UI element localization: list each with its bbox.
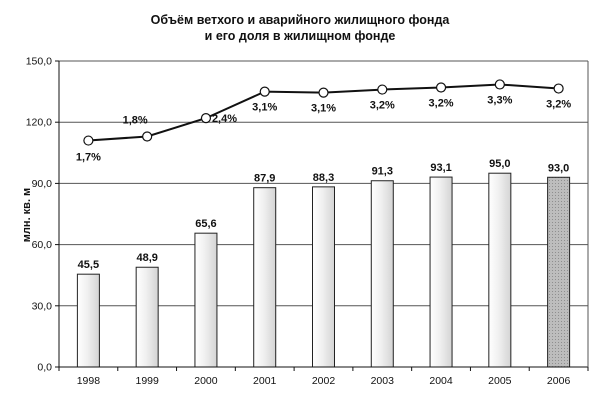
bar (547, 176, 571, 368)
x-tick-label: 2001 (253, 375, 277, 387)
y-tick-label: 120,0 (26, 117, 52, 129)
share-marker (83, 135, 94, 146)
bar (194, 232, 218, 368)
share-value-label: 3,2% (429, 98, 454, 110)
chart-title: Объём ветхого и аварийного жилищного фон… (0, 12, 600, 44)
x-tick-label: 1998 (77, 375, 101, 387)
share-value-label: 2,4% (212, 113, 237, 125)
x-tick-label: 2004 (429, 375, 453, 387)
share-marker (435, 82, 447, 93)
bar-value-label: 91,3 (372, 166, 393, 178)
share-value-label: 3,3% (487, 94, 512, 106)
bar-value-label: 93,1 (430, 162, 451, 174)
y-tick-label: 30,0 (32, 300, 53, 312)
y-tick-label: 150,0 (26, 56, 52, 68)
share-value-label: 1,7% (76, 152, 101, 164)
bar-value-label: 87,9 (254, 173, 275, 185)
share-marker (553, 83, 564, 94)
chart-title-line-1: Объём ветхого и аварийного жилищного фон… (150, 13, 450, 27)
y-tick-label: 60,0 (32, 239, 53, 251)
bar-layer: 45,5 48,9 65,6 87,9 88,3 91,3 93,1 95,0 93,0 (76, 158, 571, 368)
bar-value-label: 65,6 (195, 218, 216, 230)
bar (135, 266, 159, 368)
bar (312, 186, 335, 368)
bar (488, 172, 512, 368)
bar-value-label: 48,9 (136, 252, 157, 264)
bar (370, 180, 394, 368)
axis-layer: 0,0 30,0 60,0 90,0 120,0 150,0 1998 1999 2000 200… (26, 56, 589, 387)
share-marker (200, 113, 212, 124)
x-tick-label: 2002 (312, 375, 336, 387)
x-tick-label: 2003 (371, 375, 395, 387)
bar (253, 187, 277, 368)
bar-value-label: 95,0 (489, 158, 510, 170)
chart-title-line-2: и его доля в жилищном фонде (204, 29, 396, 43)
share-marker (377, 84, 388, 95)
x-tick-label: 1999 (135, 375, 159, 387)
share-value-label: 1,8% (123, 114, 148, 126)
bar (429, 176, 453, 368)
y-tick-label: 90,0 (32, 178, 53, 190)
share-value-label: 3,2% (370, 100, 395, 112)
share-value-label: 3,1% (311, 103, 336, 115)
share-value-label: 3,2% (546, 99, 571, 111)
x-tick-label: 2000 (194, 375, 218, 387)
y-tick-label: 0,0 (37, 362, 52, 374)
bar (76, 273, 100, 368)
x-tick-label: 2006 (547, 375, 571, 387)
line-layer: 1,7% 1,8% 2,4% 3,1% 3,1% 3,2% 3,2% 3,3% 3,2% (76, 79, 571, 164)
bar-value-label: 45,5 (78, 259, 99, 271)
share-marker (494, 79, 505, 90)
share-marker (142, 131, 153, 142)
share-marker (318, 87, 329, 98)
x-tick-label: 2005 (488, 375, 512, 387)
y-axis-label: млн. кв. м (21, 188, 33, 242)
share-marker (259, 86, 270, 97)
share-value-label: 3,1% (252, 102, 277, 114)
bar-value-label: 88,3 (313, 172, 334, 184)
bar-value-label: 93,0 (548, 162, 569, 174)
